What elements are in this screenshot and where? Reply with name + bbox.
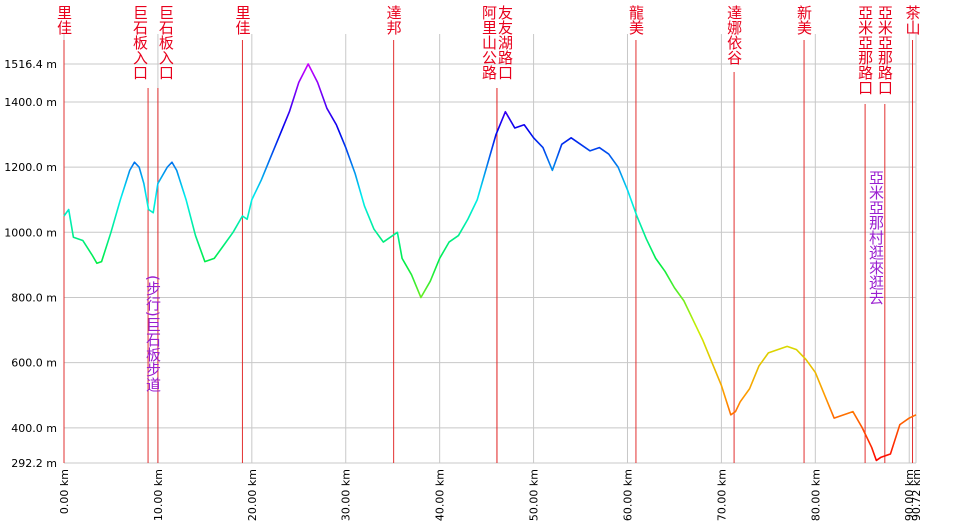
x-tick-label: 90.72 km: [910, 469, 923, 521]
x-tick-label: 50.00 km: [528, 469, 541, 521]
annotation: 亞米亞那村逛來逛去: [867, 170, 885, 305]
location-label: 龍美: [627, 5, 645, 35]
y-tick-label: 292.2 m: [11, 457, 57, 470]
location-label: 達娜依谷: [725, 5, 743, 65]
location-label: 亞米亞那路口: [856, 5, 874, 95]
location-label: 里佳: [55, 5, 73, 35]
annotation: (步行)巨石板步道: [144, 275, 162, 392]
x-tick-label: 30.00 km: [340, 469, 353, 521]
y-tick-label: 400.0 m: [11, 422, 57, 435]
x-tick-label: 40.00 km: [434, 469, 447, 521]
x-tick-label: 80.00 km: [809, 469, 822, 521]
location-label: 茶山: [904, 5, 922, 35]
location-label: 巨石板入口: [131, 5, 149, 80]
x-tick-label: 10.00 km: [152, 469, 165, 521]
location-label: 巨石板入口: [157, 5, 175, 80]
y-tick-label: 1516.4 m: [4, 58, 57, 71]
y-tick-label: 1000.0 m: [4, 226, 57, 239]
y-tick-label: 1200.0 m: [4, 161, 57, 174]
elevation-line: [63, 63, 917, 462]
x-tick-label: 70.00 km: [715, 469, 728, 521]
location-label: 達邦: [385, 5, 403, 35]
y-tick-label: 800.0 m: [11, 291, 57, 304]
location-label: 里佳: [233, 5, 251, 35]
y-tick-label: 1400.0 m: [4, 96, 57, 109]
location-label: 阿里山公路: [480, 5, 498, 80]
y-tick-label: 600.0 m: [11, 357, 57, 370]
x-tick-label: 60.00 km: [621, 469, 634, 521]
x-tick-label: 20.00 km: [246, 469, 259, 521]
x-tick-label: 0.00 km: [58, 469, 71, 514]
x-tick-label: 90.00 km: [903, 469, 916, 521]
location-label: 友友湖路口: [496, 5, 514, 80]
location-label: 新美: [795, 5, 813, 35]
location-label: 亞米亞那路口: [876, 5, 894, 95]
